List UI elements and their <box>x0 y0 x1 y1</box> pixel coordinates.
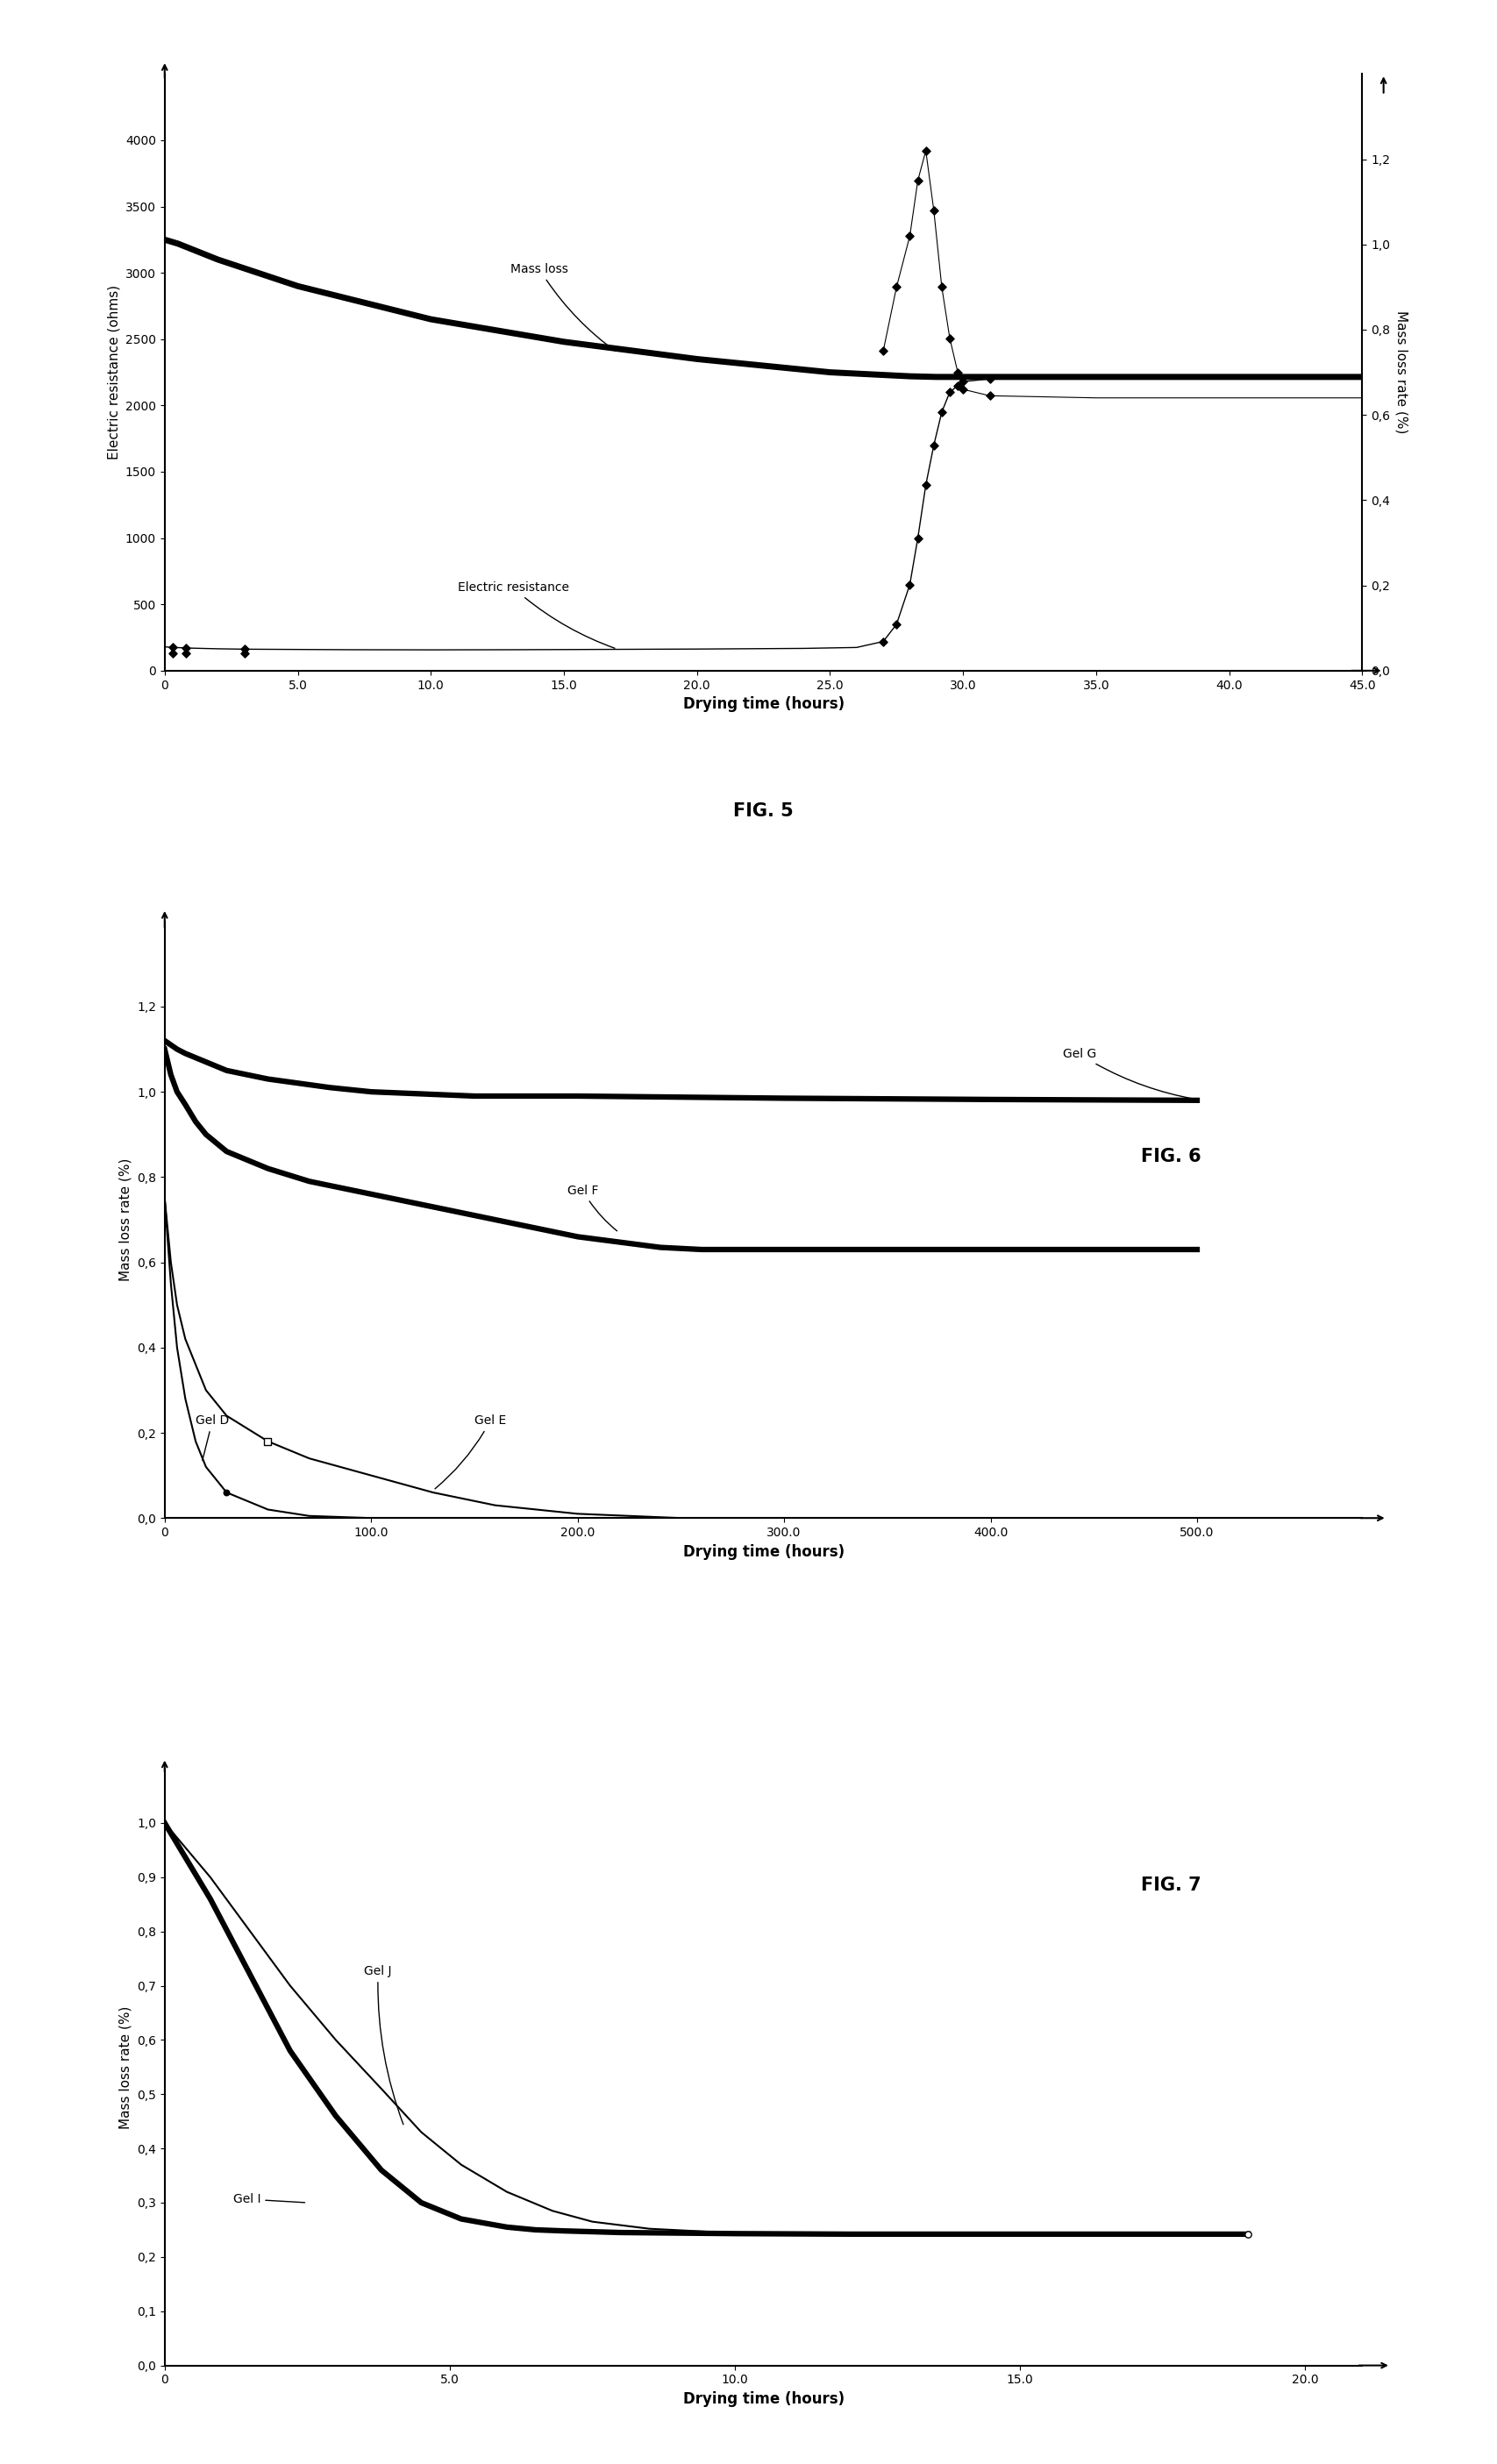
Point <box>906 160 930 200</box>
Text: FIG. 7: FIG. 7 <box>1141 1875 1201 1895</box>
Point <box>232 633 256 673</box>
Text: Gel G: Gel G <box>1063 1047 1195 1099</box>
Point <box>214 1473 238 1513</box>
Point <box>906 517 930 557</box>
Point <box>174 628 198 668</box>
Point <box>922 190 946 229</box>
Text: Gel J: Gel J <box>364 1966 403 2124</box>
Y-axis label: Mass loss rate (%): Mass loss rate (%) <box>118 1158 132 1281</box>
Y-axis label: Electric resistance (ohms): Electric resistance (ohms) <box>108 286 120 461</box>
Point <box>946 365 970 404</box>
Point <box>951 370 975 409</box>
Text: Gel F: Gel F <box>567 1185 617 1232</box>
X-axis label: Drying time (hours): Drying time (hours) <box>683 1545 844 1560</box>
Text: FIG. 5: FIG. 5 <box>734 801 793 821</box>
Text: Electric resistance: Electric resistance <box>458 582 615 648</box>
Y-axis label: Mass loss rate (%): Mass loss rate (%) <box>1395 310 1409 434</box>
Point <box>898 217 922 256</box>
Point <box>160 628 184 668</box>
Point <box>871 621 895 660</box>
Point <box>930 392 954 431</box>
Point <box>978 377 1001 416</box>
Point <box>898 564 922 604</box>
Point <box>951 362 975 402</box>
Point <box>946 352 970 392</box>
Point <box>1237 2215 1260 2255</box>
Point <box>885 604 909 643</box>
Point <box>871 330 895 370</box>
Point <box>937 372 961 411</box>
Text: Gel I: Gel I <box>234 2193 305 2205</box>
Point <box>232 628 256 668</box>
Point <box>930 266 954 306</box>
X-axis label: Drying time (hours): Drying time (hours) <box>683 2390 844 2407</box>
Point <box>922 426 946 466</box>
Point <box>174 633 198 673</box>
Text: Gel D: Gel D <box>196 1414 229 1461</box>
Y-axis label: Mass loss rate (%): Mass loss rate (%) <box>118 2006 132 2129</box>
X-axis label: Drying time (hours): Drying time (hours) <box>683 697 844 712</box>
Point <box>937 318 961 357</box>
Point <box>978 360 1001 399</box>
Text: FIG. 6: FIG. 6 <box>1141 1148 1201 1165</box>
Point <box>885 266 909 306</box>
Point <box>913 131 937 170</box>
Point <box>160 633 184 673</box>
Text: Mass loss: Mass loss <box>510 264 615 350</box>
Text: Gel E: Gel E <box>436 1414 506 1488</box>
Point <box>913 466 937 505</box>
Point <box>256 1422 280 1461</box>
